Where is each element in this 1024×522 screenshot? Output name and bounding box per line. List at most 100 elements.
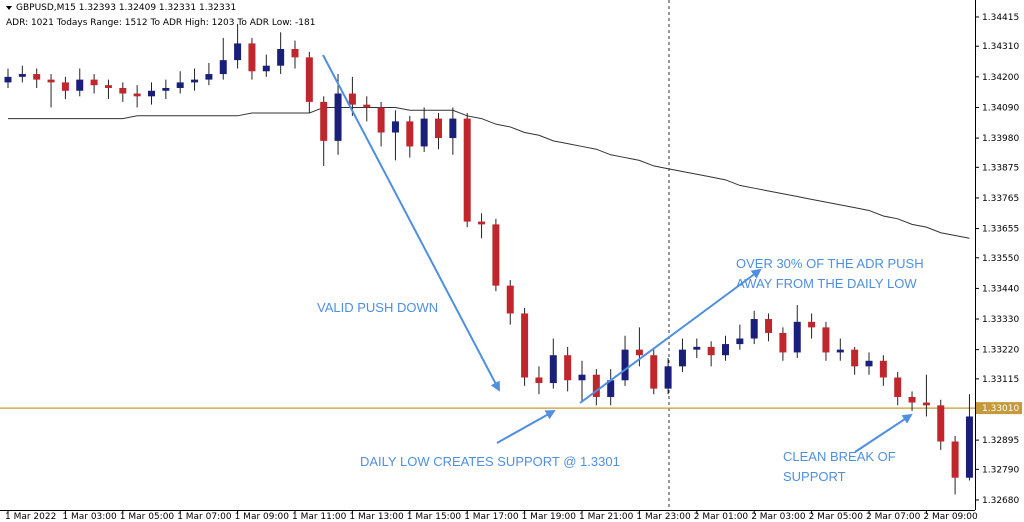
moving-average xyxy=(8,106,970,239)
candle-body xyxy=(578,374,586,381)
candle-body xyxy=(435,118,442,139)
support-price-label: 1.33010 xyxy=(982,404,1019,414)
candle-body xyxy=(33,74,41,80)
y-tick-label: 1.34415 xyxy=(982,13,1019,23)
y-tick-label: 1.33330 xyxy=(982,315,1019,325)
candle-body xyxy=(291,48,299,58)
support-price-box xyxy=(976,402,1022,415)
candle-body xyxy=(262,65,270,72)
chart-subtitle: ADR: 1021 Todays Range: 1512 To ADR High… xyxy=(6,18,315,28)
candle-body xyxy=(377,107,385,133)
x-tick-label: 1 Mar 09:00 xyxy=(235,512,290,522)
candle-body xyxy=(506,285,514,314)
y-tick-label: 1.33875 xyxy=(982,163,1019,173)
candle-body xyxy=(951,441,959,478)
candle-body xyxy=(191,79,199,83)
arrow xyxy=(579,268,762,404)
candle-body xyxy=(61,82,69,91)
x-tick-label: 2 Mar 01:00 xyxy=(694,512,749,522)
annotation: OVER 30% OF THE ADR PUSH xyxy=(736,256,924,271)
candle-body xyxy=(176,82,184,88)
candle-body xyxy=(305,57,313,102)
candle-body xyxy=(133,93,141,97)
x-tick-label: 1 Mar 11:00 xyxy=(292,512,347,522)
candle-body xyxy=(363,104,371,108)
y-tick-label: 1.33550 xyxy=(982,254,1019,264)
chart-title: GBPUSD,M15 1.32393 1.32409 1.32331 1.323… xyxy=(16,3,236,13)
x-tick-label: 2 Mar 07:00 xyxy=(866,512,921,522)
y-tick-label: 1.32790 xyxy=(982,465,1019,475)
candle-body xyxy=(750,319,758,339)
candle-body xyxy=(348,93,356,105)
candle-body xyxy=(521,313,529,378)
candle-body xyxy=(822,327,830,353)
menu-triangle xyxy=(6,6,12,10)
candle-body xyxy=(722,344,729,356)
candle-body xyxy=(678,349,686,367)
candle-body xyxy=(836,349,844,353)
x-tick-label: 1 Mar 03:00 xyxy=(62,512,117,522)
y-tick-label: 1.33765 xyxy=(982,194,1019,204)
candle-body xyxy=(205,74,213,80)
candle-body xyxy=(148,90,155,97)
candle-body xyxy=(808,321,816,328)
candle-body xyxy=(406,121,414,147)
candle-body xyxy=(90,79,98,86)
x-tick-label: 2 Mar 09:00 xyxy=(923,512,978,522)
y-tick-label: 1.33440 xyxy=(982,284,1019,294)
candle-body xyxy=(104,85,112,88)
candle-body xyxy=(650,355,658,389)
annotation: CLEAN BREAK OF xyxy=(783,449,896,464)
candle-body xyxy=(4,76,12,83)
arrow xyxy=(322,54,500,392)
candle-body xyxy=(851,349,859,367)
candle-body xyxy=(492,224,500,286)
x-tick-label: 2 Mar 05:00 xyxy=(809,512,864,522)
candle-body xyxy=(592,374,600,397)
candle-body xyxy=(420,118,428,147)
candle-body xyxy=(320,101,328,141)
candle-body xyxy=(119,87,127,94)
x-tick-label: 1 Mar 2022 xyxy=(5,512,56,522)
candle-body xyxy=(693,346,701,350)
candle-body xyxy=(277,48,285,66)
candle-body xyxy=(908,396,916,403)
candle-body xyxy=(564,355,572,381)
candle-body xyxy=(234,43,242,61)
candle-body xyxy=(478,221,486,225)
candle-body xyxy=(449,118,457,139)
plot-area xyxy=(0,23,975,495)
candle-body xyxy=(664,366,672,389)
y-tick-label: 1.33220 xyxy=(982,346,1019,356)
candle-body xyxy=(707,346,715,356)
x-tick-label: 1 Mar 15:00 xyxy=(407,512,462,522)
candle-body xyxy=(922,402,930,406)
candle-body xyxy=(736,338,744,345)
candle-body xyxy=(937,405,945,442)
arrow xyxy=(496,410,556,444)
annotation: AWAY FROM THE DAILY LOW xyxy=(736,276,917,291)
candle-body xyxy=(391,121,399,133)
candle-body xyxy=(635,349,643,356)
annotation: VALID PUSH DOWN xyxy=(317,300,438,315)
x-tick-label: 1 Mar 05:00 xyxy=(120,512,175,522)
arrow xyxy=(854,413,913,453)
annotation: DAILY LOW CREATES SUPPORT @ 1.3301 xyxy=(360,454,620,469)
candle-body xyxy=(76,79,84,91)
candle-body xyxy=(793,321,801,353)
x-tick-label: 2 Mar 03:00 xyxy=(751,512,806,522)
candle-body xyxy=(965,416,973,478)
x-tick-label: 1 Mar 19:00 xyxy=(522,512,577,522)
x-tick-label: 1 Mar 13:00 xyxy=(349,512,404,522)
y-tick-label: 1.33980 xyxy=(982,134,1019,144)
candle-body xyxy=(779,332,787,353)
y-tick-label: 1.32680 xyxy=(982,496,1019,506)
y-tick-label: 1.34200 xyxy=(982,73,1019,83)
y-tick-label: 1.33655 xyxy=(982,225,1019,235)
candle-body xyxy=(47,79,55,83)
candle-body xyxy=(18,74,26,77)
y-tick-label: 1.32895 xyxy=(982,436,1019,446)
candle-body xyxy=(607,380,615,397)
